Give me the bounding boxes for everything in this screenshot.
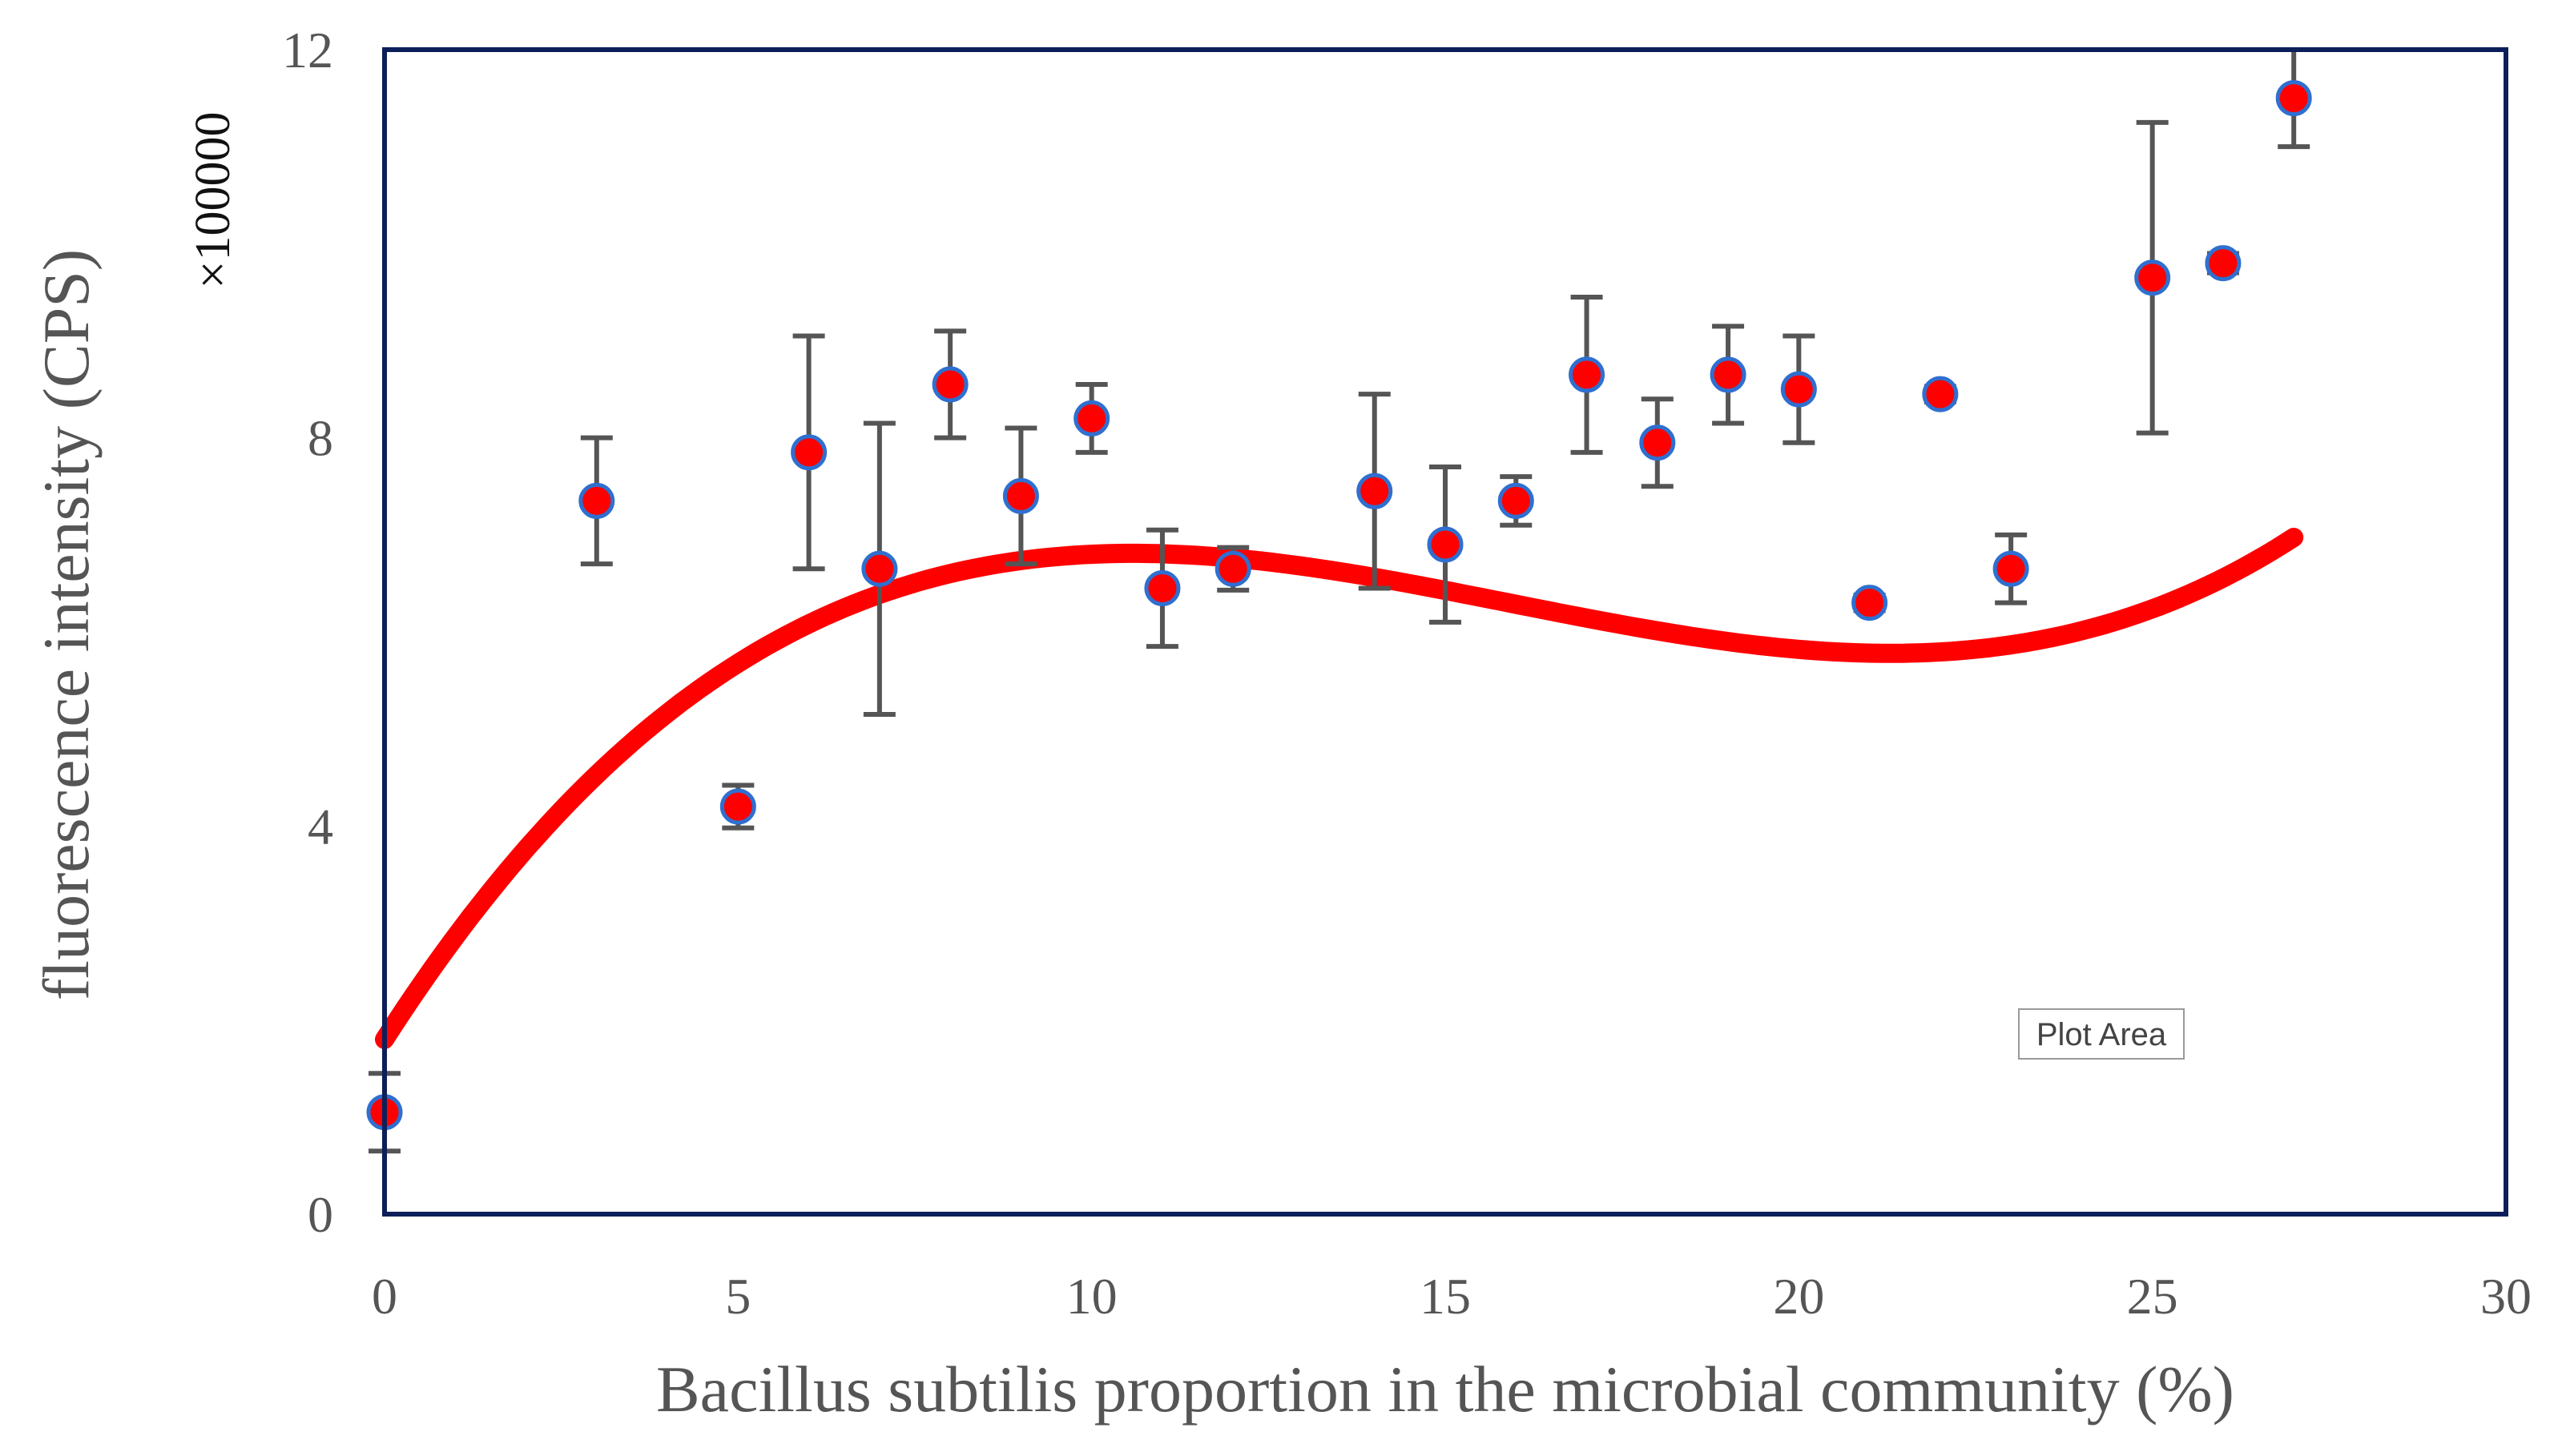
data-point-18[interactable] (1922, 376, 1959, 412)
x-tick-label: 5 (725, 1268, 751, 1325)
plot-area-tooltip-text: Plot Area (2036, 1017, 2167, 1052)
data-point-2[interactable] (719, 788, 756, 825)
data-point-17[interactable] (1851, 585, 1888, 621)
plot-area-tooltip: Plot Area (2018, 1008, 2185, 1060)
y-tick-label: 8 (308, 410, 333, 467)
x-tick-label: 0 (372, 1268, 397, 1325)
x-tick-labels: 0 5 10 15 20 25 30 (372, 1268, 2532, 1325)
data-point-20[interactable] (2134, 259, 2171, 296)
error-bar-layer (369, 47, 2310, 1154)
x-tick-label: 30 (2480, 1268, 2532, 1325)
data-point-5[interactable] (932, 366, 969, 403)
x-axis-title: Bacillus subtilis proportion in the micr… (656, 1353, 2234, 1426)
x-tick-label: 20 (1773, 1268, 1824, 1325)
y-tick-label: 0 (308, 1186, 333, 1243)
data-point-1[interactable] (578, 482, 615, 519)
data-point-22[interactable] (2275, 80, 2312, 117)
plot-area-tooltip-box (2018, 1008, 2185, 1060)
x-tick-label: 15 (1420, 1268, 1471, 1325)
data-point-15[interactable] (1710, 356, 1746, 393)
data-point-3[interactable] (791, 434, 828, 471)
plot-area-frame[interactable] (382, 47, 2508, 1217)
data-point-21[interactable] (2205, 245, 2242, 282)
data-point-13[interactable] (1569, 356, 1605, 393)
data-point-7[interactable] (1074, 400, 1110, 436)
x-tick-label: 10 (1066, 1268, 1118, 1325)
data-point-4[interactable] (861, 550, 898, 587)
data-point-6[interactable] (1002, 477, 1039, 514)
data-point-8[interactable] (1144, 569, 1181, 606)
trendline-layer (375, 528, 2304, 1049)
trendline-polynomial (375, 528, 2304, 1049)
data-point-11[interactable] (1427, 526, 1464, 563)
y-tick-label: 4 (308, 798, 333, 855)
data-point-layer (366, 80, 2312, 1131)
y-tick-label: 12 (282, 22, 333, 78)
x-tick-label: 25 (2127, 1268, 2178, 1325)
data-point-9[interactable] (1215, 550, 1251, 587)
data-point-10[interactable] (1356, 473, 1393, 509)
data-point-16[interactable] (1780, 371, 1817, 408)
data-point-12[interactable] (1497, 482, 1534, 519)
data-point-19[interactable] (1992, 550, 2029, 587)
y-axis-title: fluorescence intensity (CPS) (30, 249, 103, 1000)
data-point-14[interactable] (1639, 424, 1676, 461)
y-axis-multiplier: ×100000 (186, 112, 240, 289)
y-tick-labels: 0 4 8 12 (282, 22, 333, 1243)
